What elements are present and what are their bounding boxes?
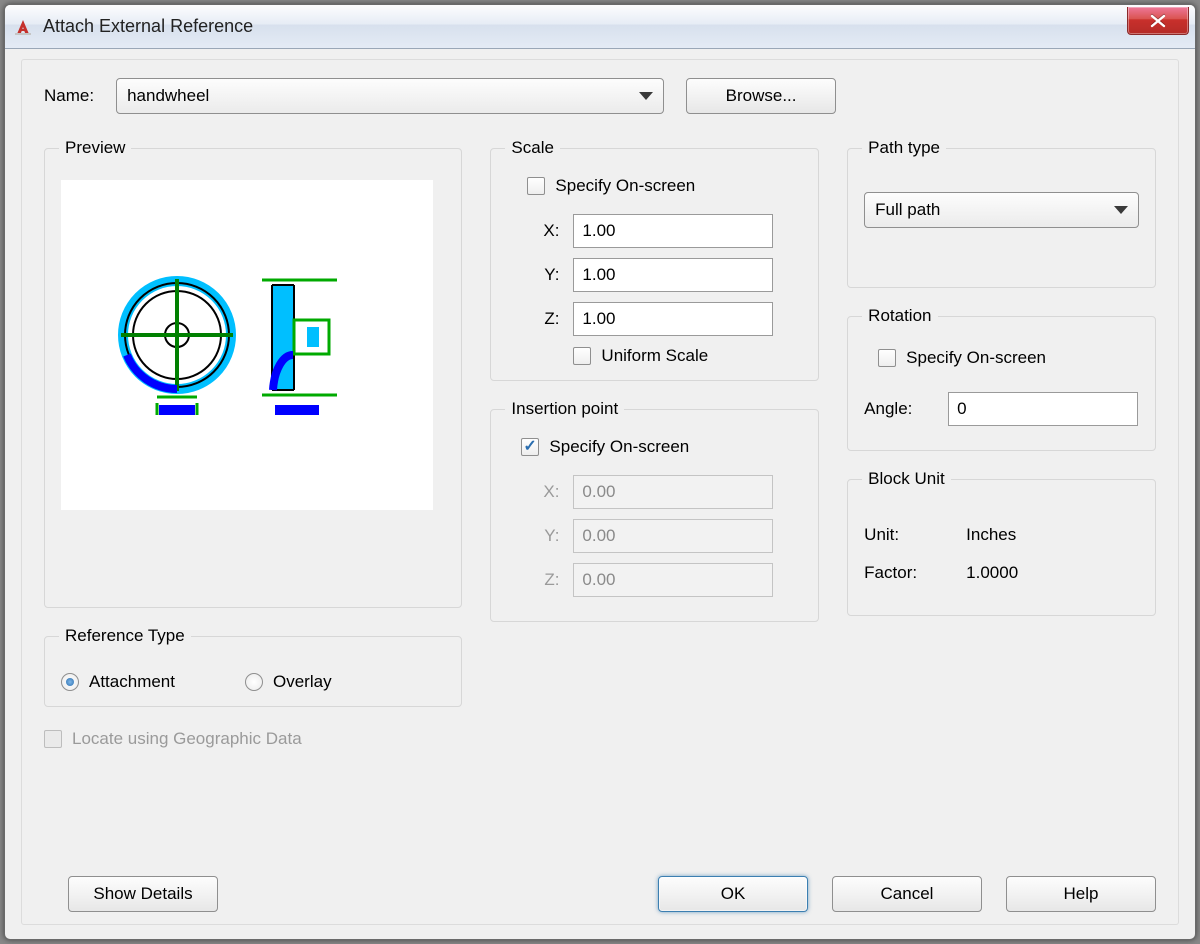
chevron-down-icon [1114,206,1128,214]
scale-specify-checkbox[interactable]: Specify On-screen [527,176,802,196]
cancel-label: Cancel [881,884,934,904]
rotation-legend: Rotation [862,306,937,326]
uniform-scale-checkbox[interactable]: Uniform Scale [573,346,802,366]
insertion-z-input [573,563,773,597]
column-middle: Scale Specify On-screen X: Y: Z: [490,138,819,749]
dialog-title: Attach External Reference [43,16,253,37]
radio-overlay[interactable]: Overlay [245,672,332,692]
locate-geographic-label: Locate using Geographic Data [72,729,302,749]
reference-type-legend: Reference Type [59,626,191,646]
preview-legend: Preview [59,138,131,158]
reference-type-group: Reference Type Attachment Overlay [44,626,462,707]
scale-x-label: X: [507,221,559,241]
radio-overlay-label: Overlay [273,672,332,692]
ok-button[interactable]: OK [658,876,808,912]
scale-y-label: Y: [507,265,559,285]
preview-drawing-icon [97,255,397,435]
checkbox-icon [44,730,62,748]
rotation-angle-input[interactable] [948,392,1138,426]
browse-label: Browse... [726,86,797,106]
preview-canvas [61,180,433,510]
scale-group: Scale Specify On-screen X: Y: Z: [490,138,819,381]
radio-attachment[interactable]: Attachment [61,672,175,692]
show-details-label: Show Details [93,884,192,904]
insertion-group: Insertion point Specify On-screen X: Y: [490,399,819,622]
cancel-button[interactable]: Cancel [832,876,982,912]
scale-specify-label: Specify On-screen [555,176,695,196]
name-combobox[interactable]: handwheel [116,78,664,114]
insertion-specify-checkbox[interactable]: Specify On-screen [521,437,802,457]
close-button[interactable] [1127,7,1189,35]
insertion-x-label: X: [507,482,559,502]
insertion-specify-label: Specify On-screen [549,437,689,457]
path-type-value: Full path [875,200,940,220]
insertion-legend: Insertion point [505,399,624,419]
dialog-window: Attach External Reference Name: handwhee… [4,4,1196,940]
scale-legend: Scale [505,138,560,158]
column-left: Preview [44,138,462,749]
checkbox-icon [878,349,896,367]
uniform-scale-label: Uniform Scale [601,346,708,366]
name-value: handwheel [127,86,209,106]
help-button[interactable]: Help [1006,876,1156,912]
block-unit-group: Block Unit Unit: Inches Factor: 1.0000 [847,469,1156,616]
rotation-specify-label: Specify On-screen [906,348,1046,368]
name-label: Name: [44,86,94,106]
app-icon [13,17,33,37]
path-type-group: Path type Full path [847,138,1156,288]
scale-y-input[interactable] [573,258,773,292]
rotation-specify-checkbox[interactable]: Specify On-screen [878,348,1139,368]
radio-icon [245,673,263,691]
browse-button[interactable]: Browse... [686,78,836,114]
radio-attachment-label: Attachment [89,672,175,692]
unit-value: Inches [966,525,1016,545]
factor-value: 1.0000 [966,563,1018,583]
locate-geographic-checkbox: Locate using Geographic Data [44,729,462,749]
path-type-combobox[interactable]: Full path [864,192,1139,228]
help-label: Help [1064,884,1099,904]
scale-x-input[interactable] [573,214,773,248]
unit-label: Unit: [864,525,944,545]
block-unit-legend: Block Unit [862,469,951,489]
show-details-button[interactable]: Show Details [68,876,218,912]
insertion-y-label: Y: [507,526,559,546]
scale-z-input[interactable] [573,302,773,336]
path-type-legend: Path type [862,138,946,158]
column-right: Path type Full path Rotation Specify On-… [847,138,1156,749]
dialog-content: Name: handwheel Browse... Preview [21,59,1179,925]
titlebar[interactable]: Attach External Reference [5,5,1195,49]
insertion-y-input [573,519,773,553]
chevron-down-icon [639,92,653,100]
rotation-angle-label: Angle: [864,399,934,419]
button-bar: Show Details OK Cancel Help [44,876,1156,912]
name-row: Name: handwheel Browse... [44,78,1156,114]
factor-label: Factor: [864,563,944,583]
insertion-z-label: Z: [507,570,559,590]
preview-group: Preview [44,138,462,608]
rotation-group: Rotation Specify On-screen Angle: [847,306,1156,451]
checkbox-icon [527,177,545,195]
checkbox-icon [573,347,591,365]
ok-label: OK [721,884,746,904]
scale-z-label: Z: [507,309,559,329]
close-icon [1150,14,1166,28]
insertion-x-input [573,475,773,509]
columns: Preview [44,138,1156,749]
checkbox-icon [521,438,539,456]
radio-icon [61,673,79,691]
